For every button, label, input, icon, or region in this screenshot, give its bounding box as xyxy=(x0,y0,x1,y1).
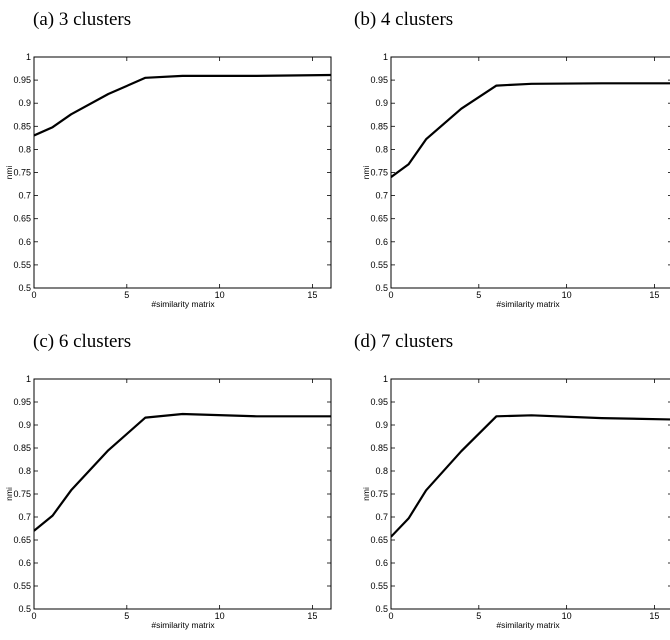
y-axis-label: nmi xyxy=(4,166,14,180)
y-tick-label: 0.65 xyxy=(13,535,31,545)
y-tick-label: 0.5 xyxy=(18,604,31,614)
y-axis-label: nmi xyxy=(4,487,14,501)
y-tick-label: 0.85 xyxy=(13,121,31,131)
x-axis-label: #similarity matrix xyxy=(496,299,560,309)
y-tick-label: 0.6 xyxy=(18,558,31,568)
chart-panel-1: (b) 4 clusters 0.5 0.55 0.6 0.65 0.7 0.75 0.8 0.… xyxy=(354,9,670,309)
y-tick-label: 0.9 xyxy=(18,420,31,430)
y-tick-label: 0.8 xyxy=(18,144,31,154)
y-tick-label: 0.75 xyxy=(370,168,388,178)
y-tick-label: 1 xyxy=(26,374,31,384)
y-tick-label: 0.75 xyxy=(370,489,388,499)
x-tick-label: 5 xyxy=(124,611,129,621)
x-tick-label: 0 xyxy=(388,290,393,300)
x-tick-label: 15 xyxy=(307,611,317,621)
y-tick-label: 0.7 xyxy=(375,191,388,201)
y-tick-label: 0.8 xyxy=(18,466,31,476)
y-tick-label: 0.7 xyxy=(18,512,31,522)
x-tick-label: 15 xyxy=(307,290,317,300)
x-tick-label: 5 xyxy=(476,611,481,621)
x-tick-label: 5 xyxy=(476,290,481,300)
y-tick-label: 0.9 xyxy=(375,420,388,430)
y-tick-label: 0.6 xyxy=(18,237,31,247)
y-axis-label: nmi xyxy=(361,487,371,501)
chart-panel-0: (a) 3 clusters 0.5 0.55 0.6 0.65 0.7 0.75 0.8 0.… xyxy=(4,9,332,309)
y-tick-label: 0.6 xyxy=(375,237,388,247)
chart-title: (c) 6 clusters xyxy=(33,331,131,352)
y-tick-label: 0.55 xyxy=(13,260,31,270)
chart-title: (a) 3 clusters xyxy=(33,9,131,30)
chart-title: (d) 7 clusters xyxy=(354,331,453,352)
x-tick-label: 10 xyxy=(215,290,225,300)
plot-frame xyxy=(390,378,670,610)
y-tick-label: 0.95 xyxy=(370,75,388,85)
series-line xyxy=(34,412,331,532)
x-tick-label: 10 xyxy=(562,290,572,300)
plot-frame xyxy=(390,56,670,289)
y-tick-label: 0.55 xyxy=(370,581,388,591)
chart-title: (b) 4 clusters xyxy=(354,9,453,30)
y-tick-label: 0.6 xyxy=(375,558,388,568)
x-tick-label: 0 xyxy=(31,611,36,621)
y-tick-label: 0.95 xyxy=(13,397,31,407)
x-tick-label: 15 xyxy=(649,611,659,621)
x-tick-label: 5 xyxy=(124,290,129,300)
y-tick-label: 0.7 xyxy=(18,191,31,201)
y-tick-label: 0.75 xyxy=(13,489,31,499)
series-line xyxy=(34,73,331,137)
y-tick-label: 0.65 xyxy=(13,214,31,224)
y-tick-label: 0.5 xyxy=(18,283,31,293)
x-axis-label: #similarity matrix xyxy=(496,620,560,630)
y-tick-label: 0.5 xyxy=(375,604,388,614)
x-tick-label: 15 xyxy=(649,290,659,300)
y-tick-label: 0.85 xyxy=(13,443,31,453)
y-tick-label: 0.75 xyxy=(13,168,31,178)
x-tick-label: 10 xyxy=(215,611,225,621)
y-tick-label: 1 xyxy=(26,52,31,62)
y-tick-label: 1 xyxy=(383,374,388,384)
series-line xyxy=(391,414,670,538)
y-tick-label: 0.8 xyxy=(375,466,388,476)
y-tick-label: 0.65 xyxy=(370,535,388,545)
y-tick-label: 0.85 xyxy=(370,443,388,453)
y-tick-label: 0.8 xyxy=(375,144,388,154)
y-tick-label: 0.55 xyxy=(13,581,31,591)
y-tick-label: 0.9 xyxy=(375,98,388,108)
y-tick-label: 0.7 xyxy=(375,512,388,522)
y-tick-label: 0.85 xyxy=(370,121,388,131)
y-tick-label: 1 xyxy=(383,52,388,62)
y-tick-label: 0.65 xyxy=(370,214,388,224)
y-tick-label: 0.55 xyxy=(370,260,388,270)
series-line xyxy=(391,82,670,178)
y-axis-label: nmi xyxy=(361,166,371,180)
y-tick-label: 0.95 xyxy=(13,75,31,85)
x-axis-label: #similarity matrix xyxy=(151,620,215,630)
chart-panel-2: (c) 6 clusters 0.5 0.55 0.6 0.65 0.7 0.75 0.8 0.… xyxy=(4,331,332,630)
y-tick-label: 0.95 xyxy=(370,397,388,407)
chart-panel-3: (d) 7 clusters 0.5 0.55 0.6 0.65 0.7 0.75 0.8 0.… xyxy=(354,331,670,630)
y-tick-label: 0.9 xyxy=(18,98,31,108)
x-tick-label: 0 xyxy=(31,290,36,300)
x-tick-label: 10 xyxy=(562,611,572,621)
plot-frame xyxy=(33,56,332,289)
x-axis-label: #similarity matrix xyxy=(151,299,215,309)
y-tick-label: 0.5 xyxy=(375,283,388,293)
x-tick-label: 0 xyxy=(388,611,393,621)
